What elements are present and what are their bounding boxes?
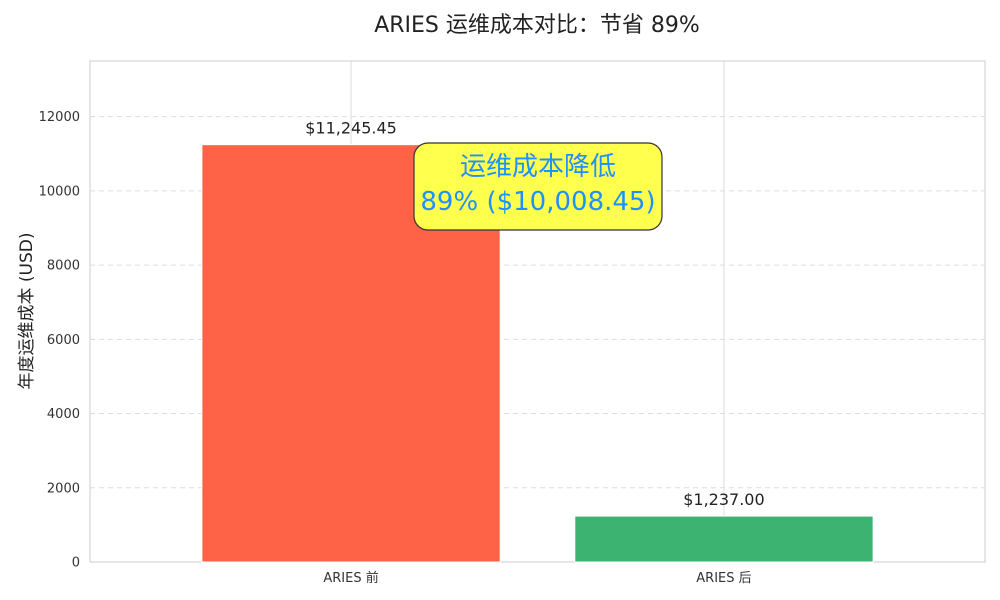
y-tick-label: 8000 (47, 259, 80, 274)
label-layer: $11,245.45 $1,237.00 (305, 119, 764, 509)
y-tick-label: 10000 (39, 184, 80, 199)
savings-annotation: 运维成本降低 89% ($10,008.45) (413, 142, 663, 231)
data-label-1: $11,245.45 (305, 119, 397, 138)
y-tick-label: 0 (72, 556, 80, 571)
annotation-line-2: 89% ($10,008.45) (420, 187, 655, 217)
y-tick-label: 6000 (47, 333, 80, 348)
x-tick-label-2: ARIES 后 (696, 571, 751, 586)
y-tick-label: 12000 (39, 110, 80, 125)
tick-layer: 0 2000 4000 6000 8000 10000 12000 ARIES 前 ARIES … (39, 110, 752, 586)
annotation-line-1: 运维成本降低 (460, 152, 616, 182)
chart-title: ARIES 运维成本对比：节省 89% (374, 13, 700, 38)
annotation-box (413, 142, 663, 231)
x-tick-label-1: ARIES 前 (323, 570, 378, 586)
y-tick-label: 4000 (47, 407, 80, 422)
data-label-2: $1,237.00 (683, 490, 764, 509)
y-axis-label: 年度运维成本 (USD) (17, 233, 37, 390)
y-tick-label: 2000 (47, 481, 80, 496)
bar-2 (574, 515, 874, 563)
